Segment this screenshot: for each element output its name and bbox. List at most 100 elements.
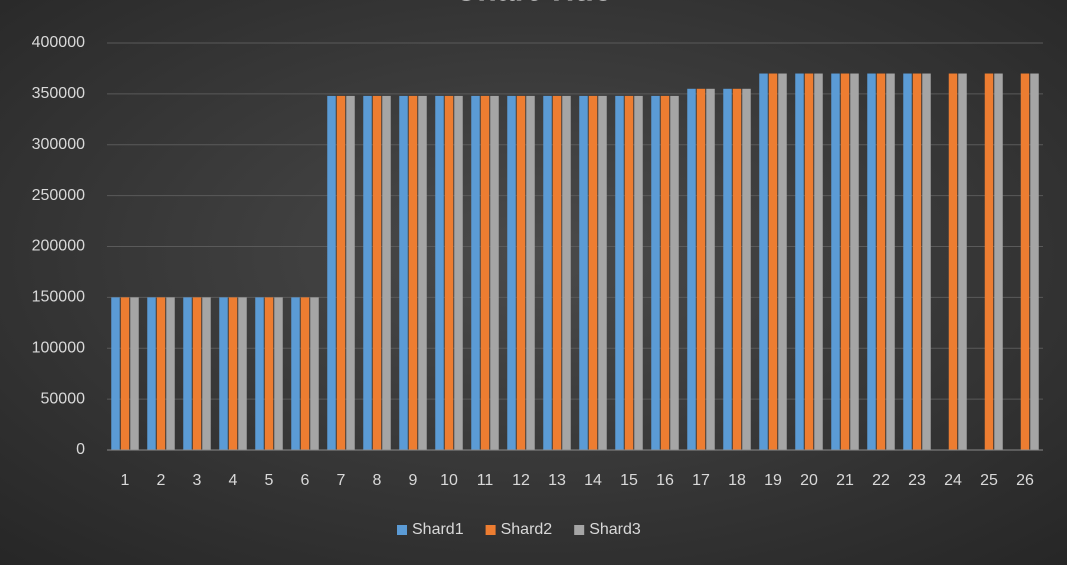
y-tick-label: 0	[76, 441, 85, 458]
x-tick-label: 18	[728, 472, 746, 489]
bar	[238, 297, 247, 450]
bar	[723, 88, 732, 450]
bar	[274, 297, 283, 450]
y-tick-label: 250000	[32, 187, 85, 204]
bar	[408, 95, 418, 450]
bar	[372, 95, 382, 450]
bar	[831, 73, 840, 451]
bar	[588, 95, 598, 450]
legend-swatch	[397, 525, 407, 535]
y-tick-label: 400000	[32, 34, 85, 51]
bar	[336, 95, 346, 450]
bar	[228, 297, 238, 450]
bar	[516, 95, 526, 450]
bar	[363, 95, 372, 450]
bar	[795, 73, 804, 451]
bar	[903, 73, 912, 451]
legend-label: Shard2	[501, 521, 553, 538]
bar	[840, 73, 850, 451]
x-tick-label: 24	[944, 472, 962, 489]
bar	[507, 95, 516, 450]
chart-title: Chart Title	[454, 0, 612, 7]
bar	[435, 95, 444, 450]
bar	[624, 95, 634, 450]
bar	[166, 297, 175, 450]
bar	[543, 95, 552, 450]
x-tick-label: 21	[836, 472, 854, 489]
x-tick-label: 10	[440, 472, 458, 489]
y-tick-label: 150000	[32, 289, 85, 306]
bar	[327, 95, 336, 450]
bar	[192, 297, 202, 450]
bar	[480, 95, 490, 450]
bar	[471, 95, 480, 450]
x-tick-label: 26	[1016, 472, 1034, 489]
x-tick-label: 15	[620, 472, 638, 489]
bar	[1030, 73, 1039, 451]
x-tick-label: 1	[121, 472, 130, 489]
bar	[598, 95, 607, 450]
bar	[552, 95, 562, 450]
bar	[660, 95, 670, 450]
x-tick-label: 17	[692, 472, 710, 489]
bar	[886, 73, 895, 451]
bar	[922, 73, 931, 451]
bar	[814, 73, 823, 451]
bar	[759, 73, 768, 451]
bar	[984, 73, 994, 451]
y-tick-label: 350000	[32, 85, 85, 102]
y-tick-label: 200000	[32, 238, 85, 255]
bar	[526, 95, 535, 450]
x-tick-label: 5	[265, 472, 274, 489]
bar	[147, 297, 156, 450]
bar	[418, 95, 427, 450]
legend-swatch	[485, 525, 496, 535]
x-tick-label: 8	[373, 472, 382, 489]
bar	[579, 95, 588, 450]
bar	[615, 95, 624, 450]
bar	[948, 73, 958, 451]
bar	[346, 95, 355, 450]
bar	[399, 95, 408, 450]
x-tick-label: 14	[584, 472, 602, 489]
bar	[202, 297, 211, 450]
x-tick-label: 4	[229, 472, 238, 489]
x-tick-label: 6	[301, 472, 310, 489]
x-tick-label: 13	[548, 472, 566, 489]
legend-label: Shard3	[589, 521, 641, 538]
bar	[264, 297, 274, 450]
y-tick-label: 100000	[32, 339, 85, 356]
bar	[111, 297, 120, 450]
x-tick-label: 19	[764, 472, 782, 489]
bar	[850, 73, 859, 451]
bar	[732, 88, 742, 450]
y-tick-label: 300000	[32, 136, 85, 153]
bar	[994, 73, 1003, 451]
bar	[804, 73, 814, 451]
x-tick-label: 22	[872, 472, 890, 489]
legend-label: Shard1	[412, 521, 464, 538]
bar	[255, 297, 264, 450]
bar	[454, 95, 463, 450]
bar	[490, 95, 499, 450]
x-tick-label: 20	[800, 472, 818, 489]
bar	[130, 297, 139, 450]
bar	[156, 297, 166, 450]
x-tick-label: 11	[477, 472, 494, 489]
bar	[310, 297, 319, 450]
bar	[696, 88, 706, 450]
bar	[634, 95, 643, 450]
bar	[120, 297, 130, 450]
bar	[444, 95, 454, 450]
bar	[219, 297, 228, 450]
bar	[958, 73, 967, 451]
x-tick-label: 3	[193, 472, 202, 489]
bar	[778, 73, 787, 451]
bar	[382, 95, 391, 450]
bar	[651, 95, 660, 450]
bar	[742, 88, 751, 450]
bar	[867, 73, 876, 451]
bar	[1020, 73, 1030, 451]
